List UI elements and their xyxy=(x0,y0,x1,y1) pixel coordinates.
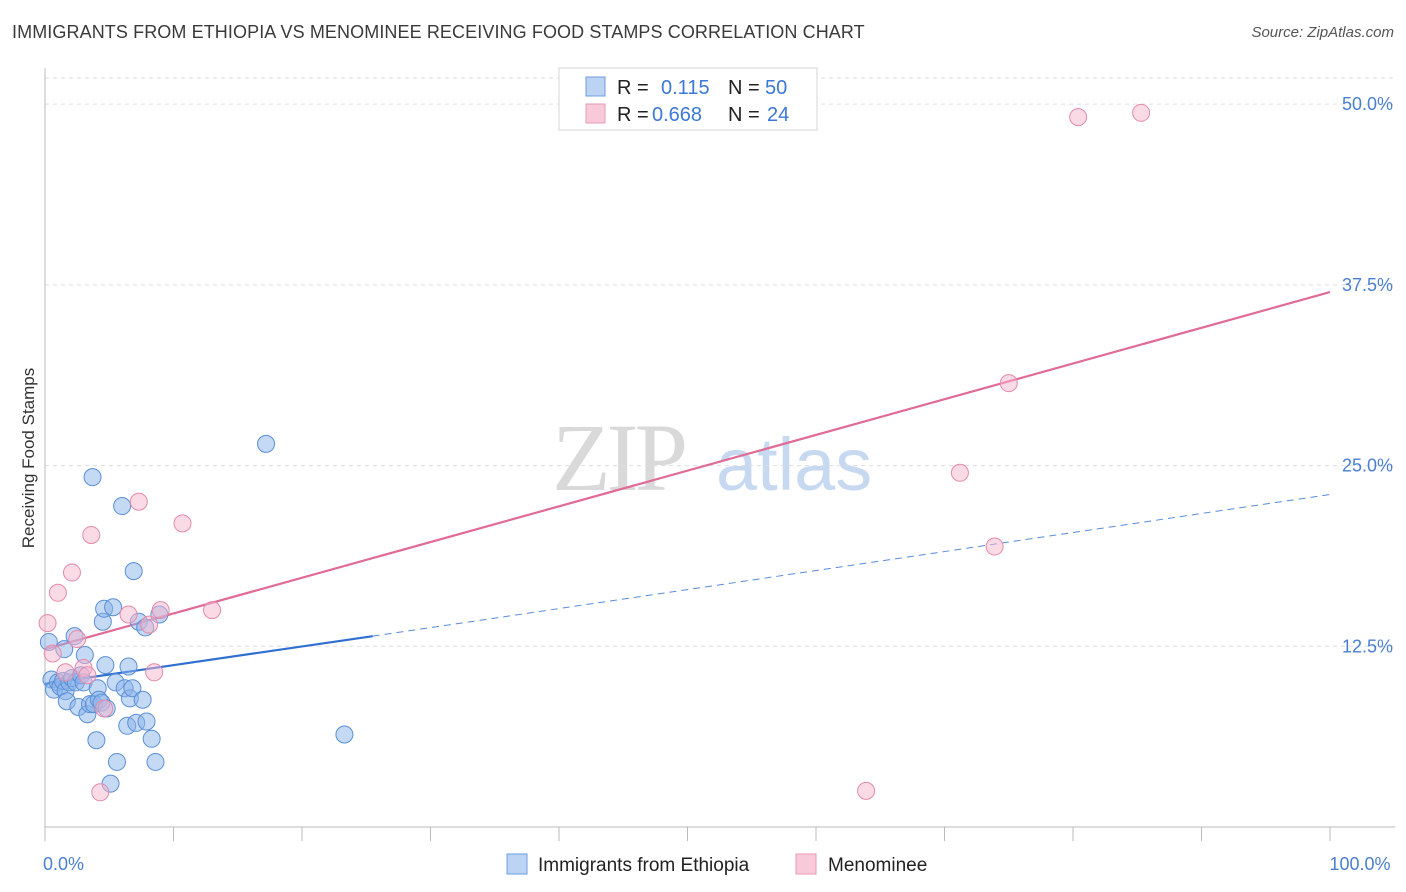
legend-r-value-ethiopia: 0.115 xyxy=(661,77,710,99)
y-tick-label: 37.5% xyxy=(1342,275,1393,295)
data-point-menominee xyxy=(1132,103,1151,122)
trend-line-ethiopia xyxy=(44,635,373,685)
data-point-menominee xyxy=(48,583,67,602)
chart-title: IMMIGRANTS FROM ETHIOPIA VS MENOMINEE RE… xyxy=(12,22,865,42)
y-tick-label: 12.5% xyxy=(1342,636,1393,656)
data-point-menominee xyxy=(151,601,170,620)
data-point-menominee xyxy=(82,525,101,544)
data-point-ethiopia xyxy=(87,731,106,750)
data-point-menominee xyxy=(129,492,148,511)
series-legend-label-menominee: Menominee xyxy=(828,855,927,876)
legend-swatch-menominee xyxy=(585,103,606,124)
data-point-menominee xyxy=(95,699,114,718)
legend-r-value-menominee: 0.668 xyxy=(652,104,702,126)
data-point-menominee xyxy=(950,463,969,482)
series-legend-swatch-ethiopia xyxy=(506,853,528,875)
data-point-ethiopia xyxy=(137,712,156,731)
data-point-menominee xyxy=(38,614,57,633)
data-point-ethiopia xyxy=(113,497,132,516)
data-point-menominee xyxy=(62,563,81,582)
legend-n-label-ethiopia: N = xyxy=(728,77,760,99)
y-tick-label: 25.0% xyxy=(1342,456,1393,476)
legend-n-label-menominee: N = xyxy=(728,104,760,126)
data-point-menominee xyxy=(999,374,1018,393)
series-legend: Immigrants from Ethiopia Menominee xyxy=(506,853,927,876)
data-point-ethiopia xyxy=(96,656,115,675)
data-point-menominee xyxy=(43,644,62,663)
legend-n-value-menominee: 24 xyxy=(767,104,789,126)
legend-r-label-menominee: R = xyxy=(617,104,649,126)
data-point-ethiopia xyxy=(146,752,165,771)
legend-n-value-ethiopia: 50 xyxy=(765,77,787,99)
data-point-menominee xyxy=(119,605,138,624)
series-legend-label-ethiopia: Immigrants from Ethiopia xyxy=(538,855,750,876)
y-tick-label: 50.0% xyxy=(1342,94,1393,114)
stats-legend: R = 0.115 N = 50 R = 0.668 N = 24 xyxy=(558,67,818,131)
chart-source: Source: ZipAtlas.com xyxy=(1251,24,1394,41)
series-legend-swatch-menominee xyxy=(795,853,817,875)
data-point-ethiopia xyxy=(124,562,143,581)
data-point-menominee xyxy=(857,781,876,800)
trend-layer xyxy=(44,291,1331,685)
data-point-menominee xyxy=(68,630,87,649)
data-point-menominee xyxy=(203,601,222,620)
data-point-menominee xyxy=(140,615,159,634)
data-point-menominee xyxy=(91,783,110,802)
data-point-ethiopia xyxy=(257,434,276,453)
trend-line-ethiopia-extrapolated xyxy=(372,493,1331,637)
legend-r-label-ethiopia: R = xyxy=(617,77,649,99)
data-point-ethiopia xyxy=(83,468,102,487)
data-point-ethiopia xyxy=(133,690,152,709)
watermark: ZIP atlas xyxy=(552,404,872,511)
axis-layer: 12.5% 25.0% 37.5% 50.0% 0.0% 100.0% xyxy=(43,68,1395,874)
data-point-ethiopia xyxy=(104,598,123,617)
data-point-menominee xyxy=(173,514,192,533)
watermark-zip: ZIP xyxy=(552,404,685,511)
data-point-ethiopia xyxy=(107,752,126,771)
data-point-menominee xyxy=(985,537,1004,556)
legend-swatch-ethiopia xyxy=(585,76,606,97)
points-layer xyxy=(38,103,1151,802)
data-point-menominee xyxy=(1069,108,1088,127)
data-point-menominee xyxy=(78,666,97,685)
data-point-ethiopia xyxy=(142,729,161,748)
data-point-ethiopia xyxy=(119,657,138,676)
data-point-ethiopia xyxy=(335,725,354,744)
y-axis-label: Receiving Food Stamps xyxy=(19,368,38,548)
x-tick-label: 0.0% xyxy=(43,854,84,874)
watermark-atlas: atlas xyxy=(716,423,872,506)
trend-line-menominee xyxy=(44,291,1331,651)
data-point-menominee xyxy=(56,663,75,682)
grid-layer xyxy=(45,77,1395,647)
x-tick-label: 100.0% xyxy=(1329,854,1390,874)
data-point-ethiopia xyxy=(123,679,142,698)
data-point-menominee xyxy=(145,663,164,682)
